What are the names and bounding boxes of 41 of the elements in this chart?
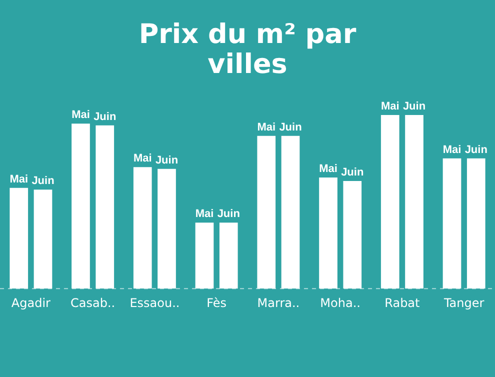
text: Mai	[319, 163, 338, 176]
bar	[158, 168, 176, 289]
x-tick-label: Casab..	[70, 296, 116, 310]
text: Mai	[72, 109, 90, 122]
text: Juin	[402, 100, 426, 113]
bar	[195, 222, 214, 289]
bar	[442, 158, 462, 289]
text: Mai	[380, 100, 400, 113]
text: Mai	[195, 208, 214, 220]
bar	[405, 115, 424, 289]
bar	[257, 136, 276, 289]
x-tick-label: Agadir	[11, 296, 51, 310]
x-tick-label: Moha..	[320, 296, 360, 310]
text: Mai	[257, 121, 276, 134]
x-tick-label: Rabat	[384, 296, 420, 310]
chart-title: Prix du m² par villes	[138, 19, 358, 80]
x-tick-label: Marra..	[257, 296, 300, 310]
text: Juin	[155, 154, 178, 166]
text: Juin	[94, 110, 116, 123]
text: Juin	[279, 121, 302, 134]
series-label: Mai	[10, 173, 28, 186]
bar	[380, 115, 400, 289]
text: Juin	[464, 144, 488, 156]
text: Juin	[32, 175, 54, 188]
bar	[133, 167, 152, 289]
bar	[343, 180, 362, 289]
bar	[72, 124, 90, 289]
series-label: Juin	[217, 208, 240, 220]
bar	[96, 125, 114, 289]
text: Mai	[442, 144, 462, 156]
x-tick-label: Fès	[206, 296, 227, 310]
x-tick-label: Essaou..	[130, 296, 180, 310]
text: Mai	[133, 152, 152, 165]
bar	[219, 222, 238, 289]
bar	[466, 158, 486, 289]
bar	[281, 136, 300, 289]
text: Juin	[341, 166, 364, 178]
bar	[10, 188, 28, 289]
x-tick-label: Tanger	[442, 296, 484, 310]
bar	[319, 177, 338, 289]
bar	[34, 190, 52, 289]
